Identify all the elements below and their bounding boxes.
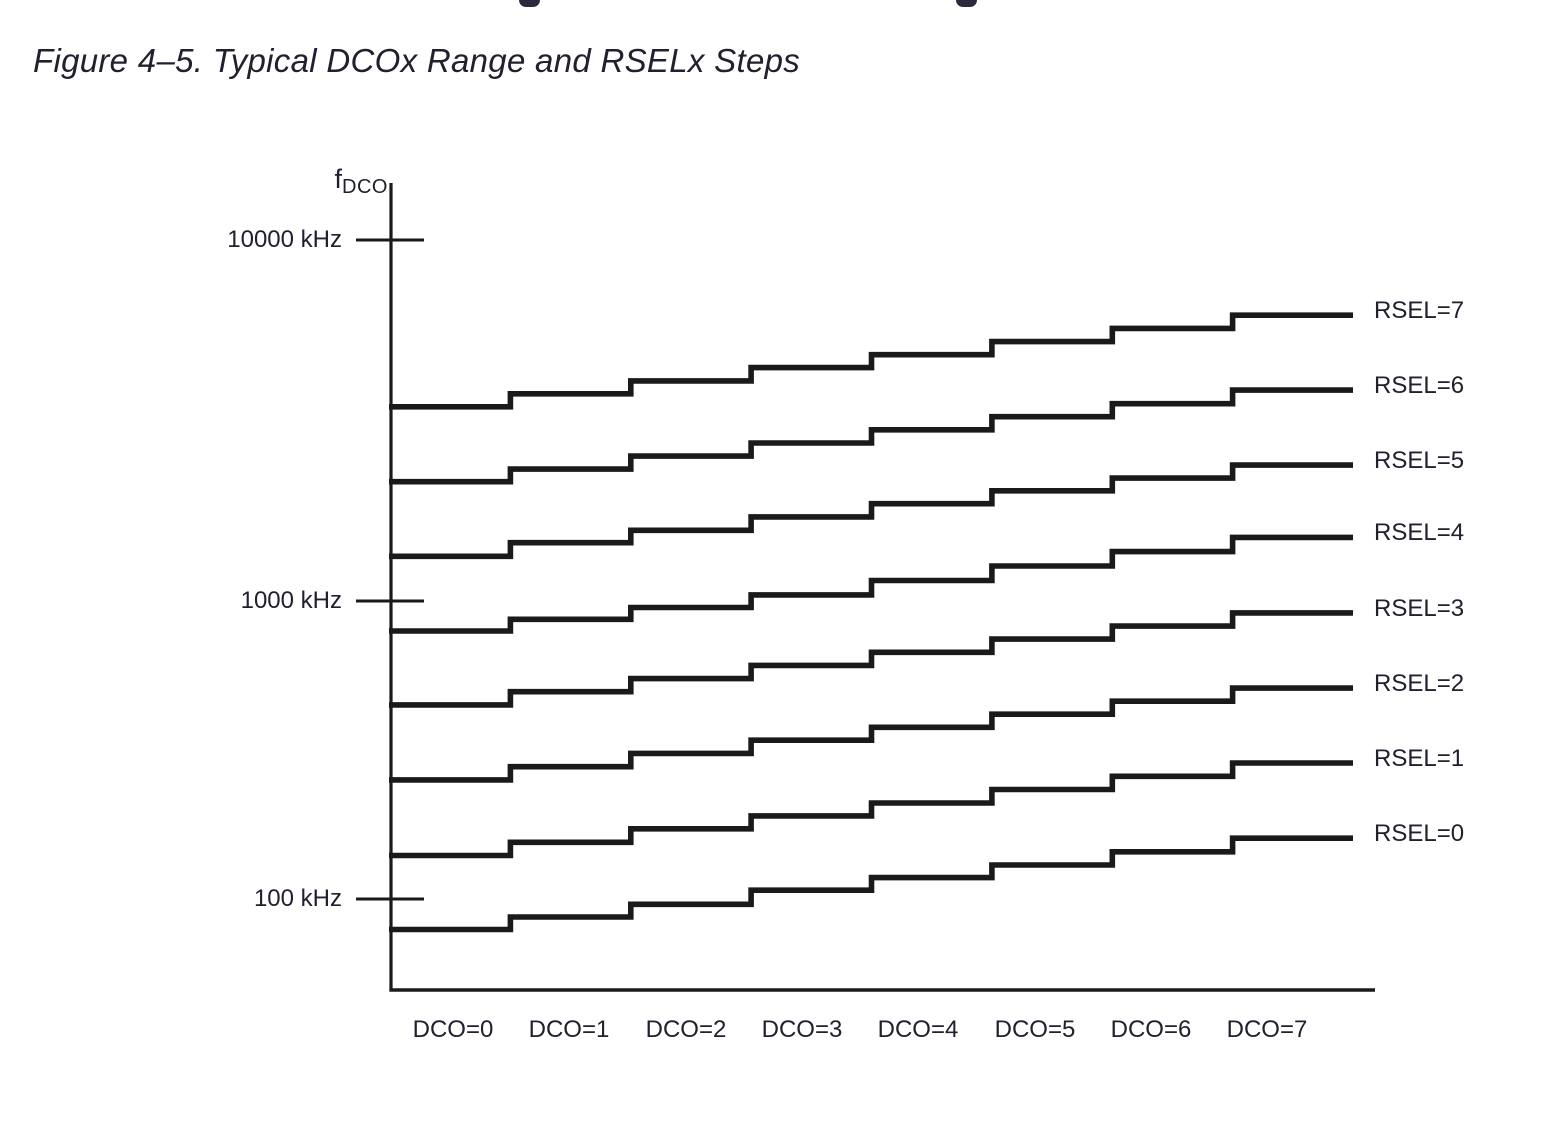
series-label-RSEL=7: RSEL=7 <box>1374 297 1465 324</box>
series-label-RSEL=5: RSEL=5 <box>1374 447 1465 474</box>
series-line-RSEL=1 <box>389 760 1353 859</box>
series-line-RSEL=0 <box>389 835 1353 933</box>
series-label-RSEL=2: RSEL=2 <box>1374 670 1465 697</box>
series-line-RSEL=4 <box>389 534 1353 634</box>
series-line-RSEL=3 <box>389 610 1353 708</box>
series-line-RSEL=6 <box>389 387 1353 485</box>
series-label-RSEL=0: RSEL=0 <box>1374 820 1465 847</box>
x-category-label-1: DCO=1 <box>528 1016 610 1043</box>
clipped-text-fragment <box>956 0 977 7</box>
series-label-RSEL=1: RSEL=1 <box>1374 745 1465 772</box>
y-axis-symbol: f <box>334 164 343 194</box>
x-category-label-4: DCO=4 <box>877 1016 959 1043</box>
figure-title: Figure 4–5. Typical DCOx Range and RSELx… <box>33 42 801 79</box>
series-line-RSEL=7 <box>389 312 1353 410</box>
series-line-RSEL=2 <box>389 685 1353 783</box>
clipped-text-fragment <box>519 0 540 7</box>
y-tick-label-100kHz: 100 kHz <box>253 885 342 912</box>
y-tick-label-10000kHz: 10000 kHz <box>227 226 342 253</box>
x-category-label-7: DCO=7 <box>1226 1016 1308 1043</box>
x-category-label-6: DCO=6 <box>1110 1016 1192 1043</box>
y-axis-symbol-subscript: DCO <box>342 176 388 198</box>
y-tick-label-1000kHz: 1000 kHz <box>240 587 342 614</box>
series-label-RSEL=6: RSEL=6 <box>1374 372 1465 399</box>
x-category-label-0: DCO=0 <box>412 1016 494 1043</box>
series-label-RSEL=4: RSEL=4 <box>1374 519 1465 546</box>
x-category-label-5: DCO=5 <box>994 1016 1076 1043</box>
series-label-RSEL=3: RSEL=3 <box>1374 595 1465 622</box>
series-line-RSEL=5 <box>389 462 1353 560</box>
x-category-label-2: DCO=2 <box>645 1016 727 1043</box>
y-axis-title: fDCO <box>308 164 388 198</box>
x-category-label-3: DCO=3 <box>761 1016 843 1043</box>
